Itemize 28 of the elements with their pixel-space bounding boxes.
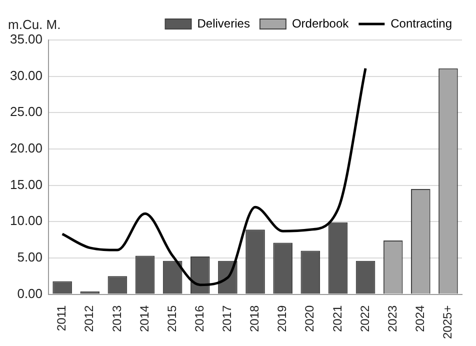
x-tick-label: 2018 bbox=[248, 304, 262, 332]
y-axis-title: m.Cu. M. bbox=[8, 17, 61, 32]
x-tick-label: 2023 bbox=[385, 304, 400, 332]
x-tick-label: 2016 bbox=[192, 304, 206, 332]
x-tick-label: 2017 bbox=[220, 304, 234, 332]
y-tick-label: 15.00 bbox=[10, 176, 43, 192]
x-tick-label: 2022 bbox=[358, 304, 372, 332]
y-tick-label: 0.00 bbox=[17, 286, 43, 301]
x-tick-label: 2012 bbox=[82, 304, 96, 332]
legend-label: Contracting bbox=[390, 16, 452, 30]
y-tick-label: 5.00 bbox=[17, 250, 43, 265]
x-tick-label: 2013 bbox=[110, 304, 124, 332]
legend-label: Orderbook bbox=[292, 16, 350, 30]
x-tick-label: 2021 bbox=[330, 304, 344, 332]
y-tick-label: 20.00 bbox=[10, 140, 43, 156]
y-tick-label: 35.00 bbox=[10, 32, 43, 47]
x-tick-label: 2011 bbox=[54, 304, 69, 332]
y-tick-label: 10.00 bbox=[10, 213, 43, 228]
y-tick-label: 30.00 bbox=[10, 68, 43, 83]
y-tick-label: 25.00 bbox=[10, 104, 43, 120]
legend-label: Deliveries bbox=[197, 16, 250, 30]
x-tick-label: 2025+ bbox=[440, 305, 455, 339]
x-tick-label: 2014 bbox=[137, 304, 152, 332]
x-tick-label: 2024 bbox=[412, 304, 427, 332]
line-series bbox=[61, 67, 367, 286]
x-tick-label: 2020 bbox=[302, 304, 317, 332]
x-tick-label: 2019 bbox=[275, 304, 290, 332]
x-tick-label: 2015 bbox=[164, 304, 179, 332]
